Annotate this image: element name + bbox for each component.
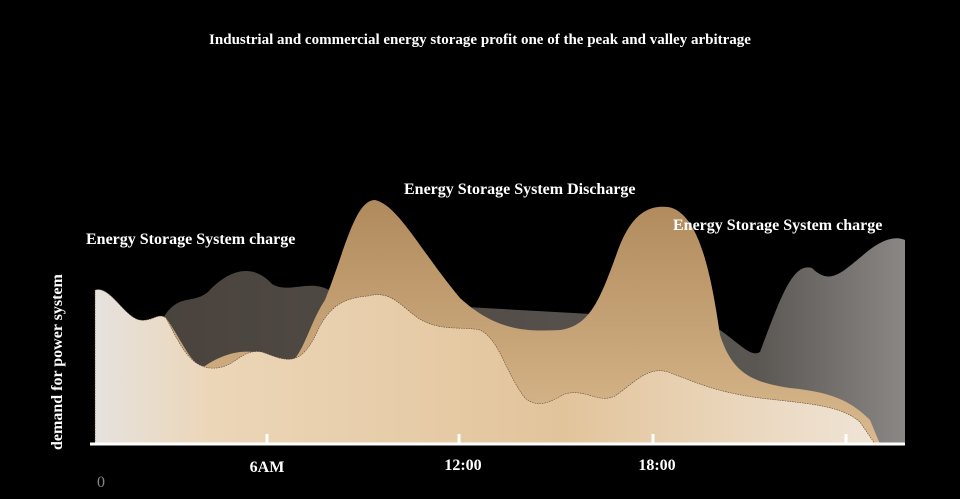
y-axis-label: demand for power system <box>49 273 66 450</box>
x-tick-label: 18:00 <box>638 457 675 474</box>
x-tick-label: 0 <box>97 474 105 491</box>
x-tick-label: 12:00 <box>444 457 481 474</box>
x-tick-label: 6AM <box>250 459 285 476</box>
storage-curve <box>94 289 876 445</box>
annotation: Energy Storage System Discharge <box>404 181 636 198</box>
title: Industrial and commercial energy storage… <box>209 32 751 48</box>
annotation: Energy Storage System charge <box>673 217 882 234</box>
annotation: Energy Storage System charge <box>86 231 295 248</box>
